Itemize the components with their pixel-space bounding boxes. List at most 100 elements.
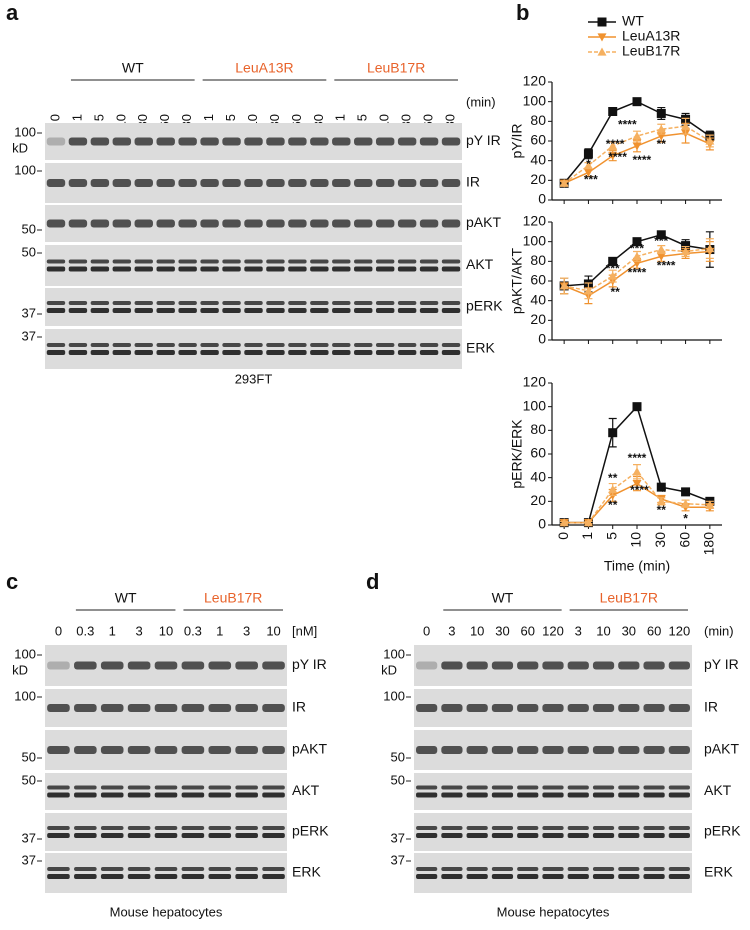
band [134,350,153,355]
band [200,266,219,272]
band [112,179,132,187]
mw-marker: 37 [391,830,405,845]
protein-label: pY IR [704,656,739,672]
band [441,661,463,670]
band [178,350,197,355]
blot: 0151030601801510306018015103060180(min)W… [12,60,503,387]
band [181,785,205,790]
y-tick-label: 120 [523,374,547,390]
group-label: WT [492,590,514,606]
band [310,301,329,305]
band [419,219,439,228]
unit-label: (min) [466,94,496,109]
y-tick-label: 100 [523,397,547,413]
band [112,301,132,305]
y-tick-label: 20 [530,171,546,187]
band [222,266,241,272]
data-point [656,245,666,254]
band [354,301,373,305]
band [354,350,373,355]
band [262,874,285,879]
band [397,301,417,305]
band [567,661,589,670]
band [266,137,285,146]
band [310,259,329,264]
y-axis-label: pY/IR [509,123,525,158]
significance-label: *** [654,234,668,248]
band [618,661,640,670]
data-point [632,142,642,151]
data-point [583,161,593,170]
blot-strip [45,329,462,369]
band [156,308,175,313]
band [643,661,665,670]
y-tick-label: 40 [530,291,546,307]
band [354,219,373,228]
lane-label: 0 [47,114,62,121]
band [643,792,665,798]
x-tick-label: 0 [555,532,571,540]
band [517,785,539,790]
band [542,826,564,830]
band [47,746,70,754]
band [332,266,351,272]
band [74,826,97,830]
band [200,179,219,187]
lane-label: 10 [596,623,610,638]
data-point [608,271,618,280]
band [397,343,417,347]
band [222,259,241,264]
significance-label: * [586,157,591,171]
band [466,785,488,790]
band [200,343,219,347]
band [262,833,285,838]
band [127,661,151,670]
band [244,343,263,347]
band [567,704,589,712]
band [134,179,153,187]
band [156,343,175,347]
band [222,350,241,355]
y-tick-label: 40 [530,151,546,167]
y-tick-label: 80 [530,252,546,268]
mw-marker: 50 [391,749,405,764]
y-axis-label: pAKT/AKT [509,247,525,314]
significance-label: **** [608,150,627,164]
band [375,343,395,347]
protein-label: ERK [292,864,321,880]
band [46,179,66,187]
band [441,343,461,347]
band [491,833,514,838]
band [466,792,488,798]
band [46,343,66,347]
band [416,874,438,879]
band [567,792,589,798]
protein-label: IR [466,174,480,190]
lane-label: 30 [495,623,509,638]
band [288,301,307,305]
band [178,308,197,313]
mw-marker: 50 [391,772,405,787]
mw-marker: 100 [383,646,405,661]
band [375,308,395,313]
band [332,350,351,355]
band [643,826,665,830]
x-tick-label: 1 [579,532,595,540]
band [375,137,395,146]
band [354,343,373,347]
band [397,137,417,146]
band [354,179,373,187]
band [68,219,88,228]
band [74,785,97,790]
band [178,259,197,264]
band [235,792,258,798]
data-point [656,252,666,261]
band [235,661,258,670]
band [127,867,151,871]
band [156,301,175,305]
band [618,833,640,838]
band [262,746,285,754]
band [208,785,232,790]
